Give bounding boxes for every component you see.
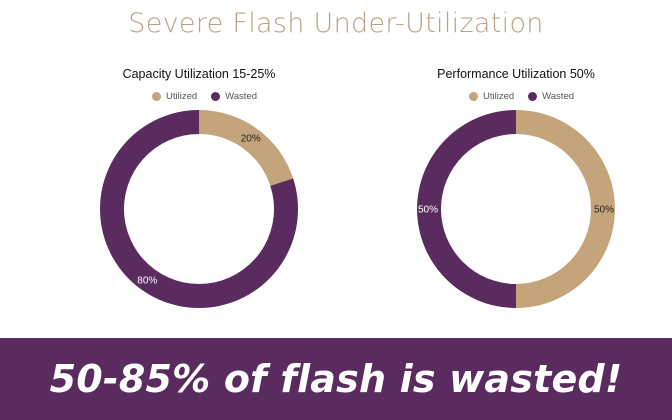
slice-label-wasted: 80%: [137, 276, 157, 287]
donut-chart-capacity: 20% 80%: [100, 110, 299, 308]
legend-swatch-wasted: [211, 91, 221, 101]
slice-label-wasted: 50%: [418, 205, 438, 216]
legend-swatch-utilized: [152, 91, 161, 101]
banner: 50-85% of flash is wasted!: [0, 338, 672, 420]
legend-label-utilized: Utilized: [166, 90, 198, 102]
banner-text: 50-85% of flash is wasted!: [49, 357, 623, 401]
slice-utilized: [199, 110, 294, 186]
slice-label-utilized: 20%: [241, 133, 261, 144]
slide-title: Severe Flash Under-Utilization: [128, 8, 544, 39]
slice-wasted: [417, 110, 516, 308]
legend-label-wasted: Wasted: [542, 90, 575, 102]
legend-item-wasted: Wasted: [528, 91, 574, 102]
legend-item-utilized: Utilized: [469, 91, 514, 102]
donut-chart-performance: 50% 50%: [417, 110, 615, 308]
chart-title-performance: Performance Utilization 50%: [437, 67, 595, 81]
legend-item-wasted: Wasted: [211, 91, 257, 102]
slice-label-utilized: 50%: [594, 205, 614, 216]
legend-capacity: Utilized Wasted: [152, 89, 257, 103]
legend-label-wasted: Wasted: [225, 90, 258, 102]
legend-swatch-utilized: [469, 91, 478, 101]
legend-performance: Utilized Wasted: [469, 89, 574, 103]
slice-utilized: [516, 110, 615, 308]
legend-label-utilized: Utilized: [483, 90, 515, 102]
legend-item-utilized: Utilized: [152, 91, 197, 102]
chart-title-capacity: Capacity Utilization 15-25%: [122, 67, 276, 81]
legend-swatch-wasted: [528, 91, 538, 101]
